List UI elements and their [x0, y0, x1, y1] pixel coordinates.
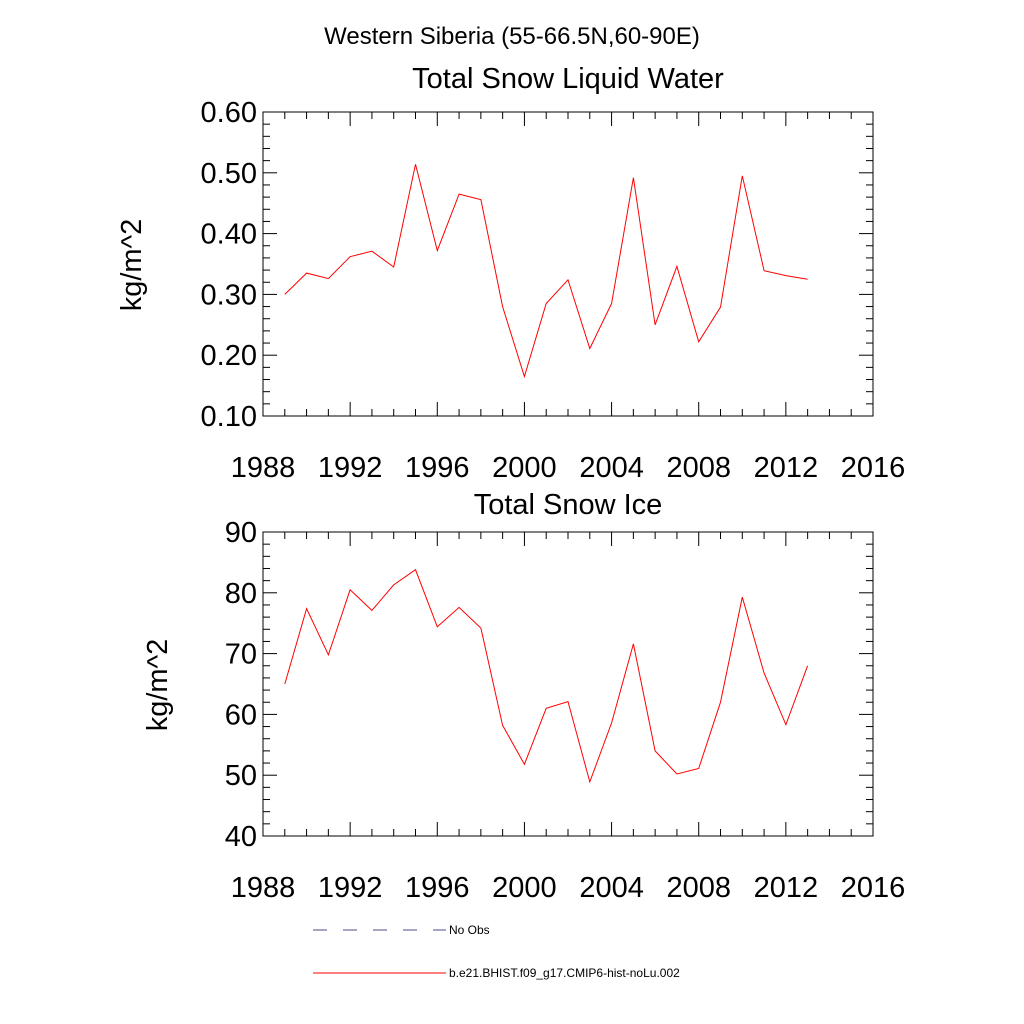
x-tick-label: 2000	[492, 872, 557, 904]
y-tick-label: 80	[225, 578, 257, 610]
panel-snow-liquid-water: Total Snow Liquid Water kg/m^2 1988 1992 1…	[116, 63, 905, 484]
x-tick-label: 2004	[579, 872, 644, 904]
legend-label-model: b.e21.BHIST.f09_g17.CMIP6-hist-noLu.002	[449, 966, 680, 980]
x-tick-label: 1996	[405, 452, 470, 484]
x-tick-label: 2012	[754, 452, 819, 484]
panel-title-snow-ice: Total Snow Ice	[474, 489, 663, 521]
y-axis-label-snow-ice: kg/m^2	[142, 639, 174, 732]
y-tick-label: 90	[225, 517, 257, 549]
y-tick-label: 0.50	[201, 158, 257, 190]
plot-frame-snow-ice	[262, 531, 874, 837]
panel-snow-ice: Total Snow Ice kg/m^2 1988 1992 1996 2000 20…	[142, 489, 905, 904]
x-tick-label: 2016	[841, 872, 906, 904]
figure-title: Western Siberia (55-66.5N,60-90E)	[324, 23, 700, 50]
x-tick-label: 2008	[666, 872, 731, 904]
y-tick-label: 60	[225, 699, 257, 731]
y-tick-label: 0.30	[201, 279, 257, 311]
y-tick-label: 0.40	[201, 219, 257, 251]
legend-label-no-obs: No Obs	[449, 923, 490, 937]
x-tick-label: 1988	[231, 872, 296, 904]
x-tick-label: 2012	[754, 872, 819, 904]
y-tick-label: 70	[225, 639, 257, 671]
x-tick-label: 1992	[318, 872, 383, 904]
y-axis-label-snow-liquid-water: kg/m^2	[116, 219, 148, 312]
y-tick-label: 0.20	[201, 340, 257, 372]
x-tick-label: 2000	[492, 452, 557, 484]
x-tick-label: 2008	[666, 452, 731, 484]
x-tick-label: 1988	[231, 452, 296, 484]
x-tick-label: 2016	[841, 452, 906, 484]
x-tick-label: 1992	[318, 452, 383, 484]
y-tick-label: 0.60	[201, 97, 257, 129]
y-tick-label: 0.10	[201, 401, 257, 433]
y-tick-label: 40	[225, 821, 257, 853]
series-line-snow-liquid-water	[284, 164, 808, 379]
y-tick-label: 50	[225, 760, 257, 792]
legend: No Obs b.e21.BHIST.f09_g17.CMIP6-hist-no…	[313, 923, 680, 980]
x-tick-label: 2004	[579, 452, 644, 484]
panel-title-snow-liquid-water: Total Snow Liquid Water	[412, 63, 724, 95]
series-line-snow-ice	[284, 568, 809, 784]
plot-frame-snow-liquid-water	[262, 111, 874, 417]
x-tick-label: 1996	[405, 872, 470, 904]
